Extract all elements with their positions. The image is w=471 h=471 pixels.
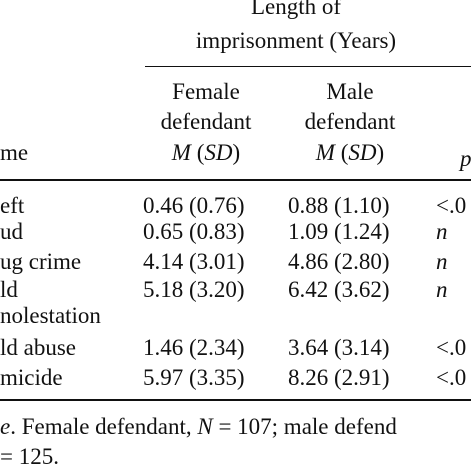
crime-cell: micide [0, 365, 63, 390]
stat-cell: 0.88 (1.10) [288, 193, 390, 218]
col-stat: M (SD) [316, 140, 384, 166]
stat-cell: 5.18 (3.20) [143, 277, 245, 302]
note-part: N [197, 414, 213, 439]
note-part: = 107; male defend [212, 414, 397, 439]
stat-cell: 0.65 (0.83) [143, 219, 245, 244]
rule [145, 66, 471, 67]
col-header: Female [172, 79, 240, 104]
crime-cell: ld [0, 277, 18, 302]
p-cell: <.0 [436, 335, 467, 360]
stat-part: ( [196, 140, 205, 165]
stat-part: SD [204, 140, 233, 165]
stat-part: ( [340, 140, 349, 165]
stat-part: M [315, 140, 335, 165]
stat-cell: 4.86 (2.80) [288, 249, 390, 274]
note-part: . Female defendant, [10, 414, 198, 439]
col-header: defendant [160, 109, 252, 134]
rule [0, 179, 471, 181]
group-header: Length of [250, 0, 342, 19]
stat-cell: 1.46 (2.34) [143, 335, 245, 360]
crime-header: me [0, 140, 29, 165]
col-header: defendant [304, 109, 396, 134]
stat-cell: 1.09 (1.24) [288, 219, 390, 244]
note-part: e [0, 414, 11, 439]
col-stat: M (SD) [172, 140, 240, 166]
stat-cell: 8.26 (2.91) [288, 365, 390, 390]
stat-cell: 3.64 (3.14) [288, 335, 390, 360]
crime-cell: ld abuse [0, 335, 77, 360]
crime-cell: nolestation [0, 303, 101, 328]
crime-cell: eft [0, 193, 25, 218]
note: e. Female defendant, N = 107; male defen… [0, 414, 397, 440]
stat-cell: 4.14 (3.01) [143, 249, 245, 274]
stat-part: SD [348, 140, 377, 165]
stat-cell: 5.97 (3.35) [143, 365, 245, 390]
crime-cell: ug crime [0, 249, 82, 274]
p-cell: n [436, 249, 448, 274]
stat-part: ) [232, 140, 241, 165]
p-cell: n [436, 277, 448, 302]
col-header: Male [326, 79, 374, 104]
stat-cell: 0.46 (0.76) [143, 193, 245, 218]
stat-part: ) [376, 140, 385, 165]
crime-cell: ud [0, 219, 23, 244]
group-header: imprisonment (Years) [195, 28, 397, 53]
rule [0, 399, 471, 401]
p-cell: <.0 [436, 365, 467, 390]
stat-cell: 6.42 (3.62) [288, 277, 390, 302]
p-cell: n [436, 219, 448, 244]
p-header: p [460, 146, 471, 171]
p-cell: <.0 [436, 193, 467, 218]
stat-part: M [171, 140, 191, 165]
note: = 125. [0, 444, 59, 469]
